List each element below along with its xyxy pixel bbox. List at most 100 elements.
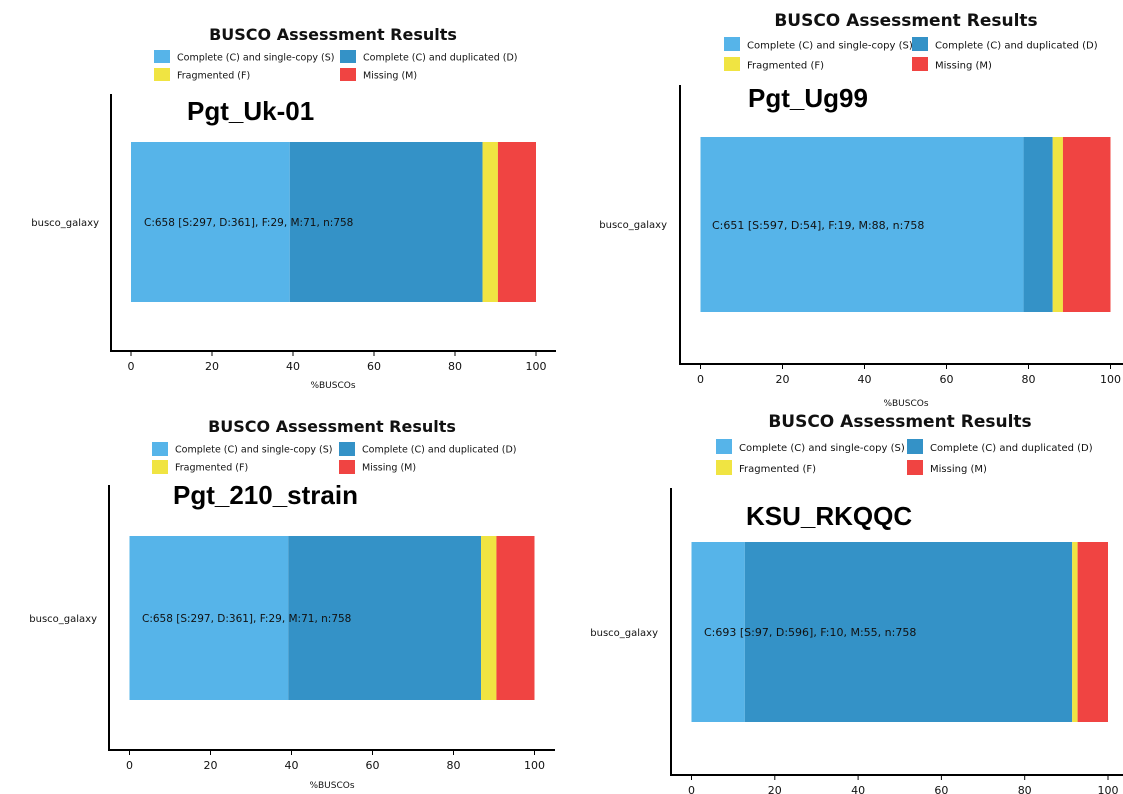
busco-chart-svg: BUSCO Assessment Results Complete (C) an…: [599, 11, 1123, 409]
y-category-label: busco_galaxy: [590, 628, 658, 639]
legend-label-fragmented: Fragmented (F): [747, 61, 824, 72]
x-tick-label: 80: [1018, 784, 1032, 794]
x-tick-label: 100: [1098, 784, 1119, 794]
bar-segment-single: [131, 142, 290, 302]
chart-legend: Complete (C) and single-copy (S) Complet…: [716, 439, 1093, 475]
strain-label: Pgt_210_strain: [173, 480, 358, 510]
x-tick-label: 20: [776, 373, 790, 386]
x-axis-label: %BUSCOs: [310, 381, 355, 391]
legend-swatch-missing: [907, 460, 923, 475]
x-ticks: 0 20 40 60 80 100: [688, 775, 1119, 794]
legend-swatch-single: [716, 439, 732, 454]
bar-stack: [691, 542, 1108, 722]
x-tick-label: 80: [447, 759, 461, 772]
x-tick-label: 80: [448, 360, 462, 373]
legend-label-single: Complete (C) and single-copy (S): [747, 41, 913, 52]
x-tick-label: 60: [940, 373, 954, 386]
legend-label-duplicated: Complete (C) and duplicated (D): [935, 41, 1098, 52]
bar-summary-label: C:651 [S:597, D:54], F:19, M:88, n:758: [712, 219, 924, 232]
legend-label-missing: Missing (M): [930, 464, 987, 475]
bar-segment-duplicated: [288, 536, 482, 700]
x-tick-label: 100: [526, 360, 547, 373]
chart-legend: Complete (C) and single-copy (S) Complet…: [152, 442, 517, 474]
x-tick-label: 100: [1100, 373, 1121, 386]
legend-label-fragmented: Fragmented (F): [739, 464, 816, 475]
legend-label-fragmented: Fragmented (F): [175, 463, 248, 474]
bar-summary-label: C:658 [S:297, D:361], F:29, M:71, n:758: [142, 613, 351, 625]
legend-swatch-missing: [340, 68, 356, 81]
bar-segment-single: [691, 542, 745, 722]
x-tick-label: 80: [1022, 373, 1036, 386]
chart-legend: Complete (C) and single-copy (S) Complet…: [724, 37, 1098, 72]
busco-chart-3: BUSCO Assessment Results Complete (C) an…: [0, 397, 560, 794]
legend-swatch-fragmented: [152, 460, 168, 474]
busco-chart-svg: BUSCO Assessment Results Complete (C) an…: [29, 417, 555, 791]
bar-segment-missing: [1062, 137, 1111, 312]
x-axis-label: %BUSCOs: [883, 399, 928, 409]
x-ticks: 0 20 40 60 80 100: [128, 351, 547, 373]
chart-title: BUSCO Assessment Results: [768, 412, 1031, 432]
busco-chart-svg: BUSCO Assessment Results Complete (C) an…: [31, 25, 556, 391]
strain-label: Pgt_Ug99: [748, 83, 868, 113]
legend-swatch-fragmented: [154, 68, 170, 81]
chart-title: BUSCO Assessment Results: [209, 25, 457, 44]
bar-stack: [131, 142, 536, 302]
bar-segment-fragmented: [481, 536, 497, 700]
bar-segment-duplicated: [744, 542, 1073, 722]
chart-title: BUSCO Assessment Results: [774, 11, 1037, 31]
bar-segment-fragmented: [482, 142, 498, 302]
legend-label-single: Complete (C) and single-copy (S): [175, 445, 332, 456]
legend-swatch-single: [724, 37, 740, 51]
bar-segment-fragmented: [1072, 542, 1078, 722]
busco-chart-2: BUSCO Assessment Results Complete (C) an…: [565, 0, 1123, 410]
x-tick-label: 40: [285, 759, 299, 772]
legend-label-duplicated: Complete (C) and duplicated (D): [930, 443, 1093, 454]
bar-stack: [129, 536, 535, 700]
legend-swatch-single: [154, 50, 170, 63]
y-category-label: busco_galaxy: [31, 218, 99, 229]
busco-chart-4: BUSCO Assessment Results Complete (C) an…: [565, 405, 1123, 794]
x-tick-label: 60: [367, 360, 381, 373]
bar-segment-single: [700, 137, 1024, 312]
bar-segment-duplicated: [289, 142, 483, 302]
chart-legend: Complete (C) and single-copy (S) Complet…: [154, 50, 518, 82]
legend-label-fragmented: Fragmented (F): [177, 71, 250, 82]
bar-segment-duplicated: [1023, 137, 1053, 312]
x-tick-label: 60: [366, 759, 380, 772]
legend-swatch-fragmented: [724, 57, 740, 71]
x-tick-label: 0: [697, 373, 704, 386]
legend-swatch-duplicated: [339, 442, 355, 456]
strain-label: KSU_RKQQC: [746, 501, 912, 531]
legend-label-duplicated: Complete (C) and duplicated (D): [363, 53, 518, 64]
x-tick-label: 40: [286, 360, 300, 373]
legend-label-duplicated: Complete (C) and duplicated (D): [362, 445, 517, 456]
legend-label-missing: Missing (M): [362, 463, 416, 474]
legend-swatch-duplicated: [340, 50, 356, 63]
x-tick-label: 0: [126, 759, 133, 772]
y-category-label: busco_galaxy: [599, 220, 667, 231]
legend-swatch-duplicated: [907, 439, 923, 454]
bar-segment-missing: [1077, 542, 1108, 722]
legend-label-single: Complete (C) and single-copy (S): [739, 443, 905, 454]
x-tick-label: 40: [858, 373, 872, 386]
x-tick-label: 0: [128, 360, 135, 373]
x-tick-label: 100: [524, 759, 545, 772]
x-tick-label: 20: [768, 784, 782, 794]
legend-label-missing: Missing (M): [935, 61, 992, 72]
legend-swatch-duplicated: [912, 37, 928, 51]
x-axis-label: %BUSCOs: [309, 781, 354, 791]
legend-swatch-missing: [339, 460, 355, 474]
bar-summary-label: C:658 [S:297, D:361], F:29, M:71, n:758: [144, 217, 353, 229]
y-category-label: busco_galaxy: [29, 614, 97, 625]
busco-chart-svg: BUSCO Assessment Results Complete (C) an…: [590, 412, 1123, 794]
bar-segment-missing: [496, 536, 535, 700]
legend-label-missing: Missing (M): [363, 71, 417, 82]
chart-title: BUSCO Assessment Results: [208, 417, 456, 436]
busco-chart-1: BUSCO Assessment Results Complete (C) an…: [0, 0, 560, 397]
x-tick-label: 40: [851, 784, 865, 794]
bar-segment-fragmented: [1052, 137, 1063, 312]
legend-swatch-missing: [912, 57, 928, 71]
legend-swatch-single: [152, 442, 168, 456]
bar-segment-single: [129, 536, 289, 700]
bar-summary-label: C:693 [S:97, D:596], F:10, M:55, n:758: [704, 626, 916, 639]
